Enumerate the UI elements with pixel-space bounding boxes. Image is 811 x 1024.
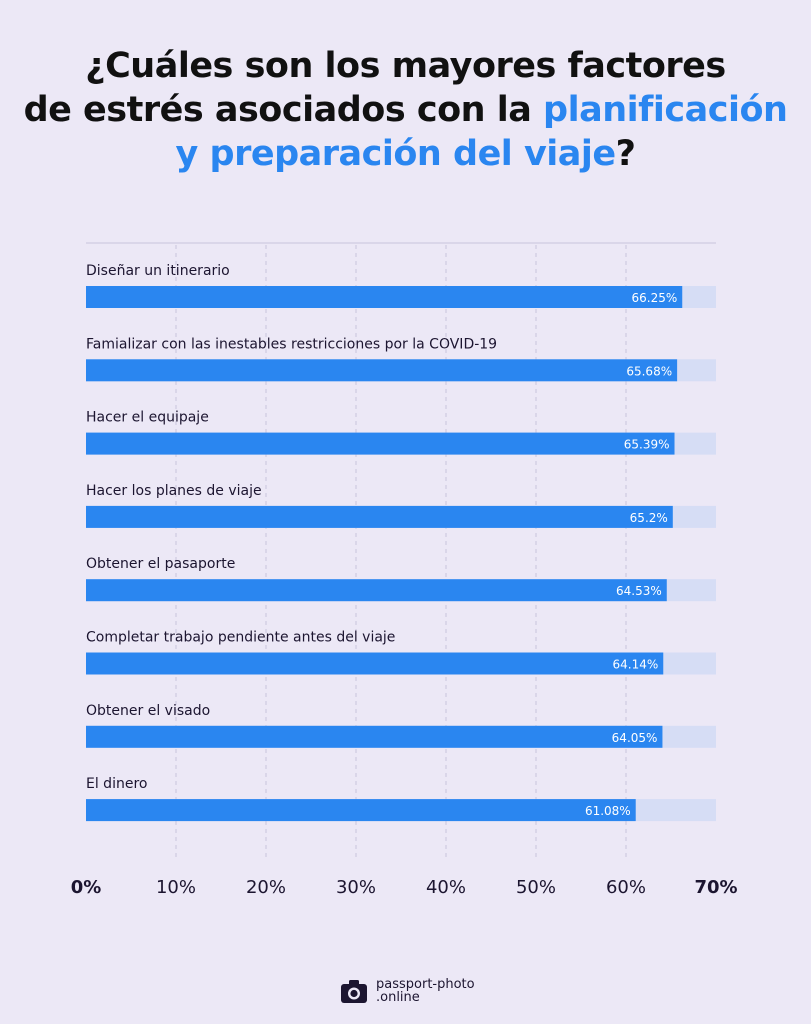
data-label: 65.68%: [626, 364, 672, 378]
bar: [86, 359, 678, 382]
bar: [86, 725, 663, 748]
x-tick-label: 30%: [336, 877, 376, 898]
brand-name-line-1: passport-photo: [376, 977, 475, 992]
bar: [86, 652, 664, 675]
bar: [86, 799, 636, 822]
category-label: Obtener el visado: [86, 703, 210, 719]
title-line-3: y preparación del viaje?: [0, 132, 811, 176]
x-tick-label: 20%: [246, 877, 286, 898]
data-label: 64.05%: [612, 731, 658, 745]
data-label: 66.25%: [631, 291, 677, 305]
title-line-2-plain: de estrés asociados con la: [23, 90, 544, 130]
bar-chart: 0% 10% 20% 30% 40% 50% 60% 70% Diseñar un itiner…: [71, 242, 738, 898]
data-label: 64.53%: [616, 584, 662, 598]
brand-name-line-2: .online: [376, 990, 420, 1005]
chart-title: ¿Cuáles son los mayores factores de estr…: [0, 44, 811, 176]
bar: [86, 432, 675, 455]
bar: [86, 286, 683, 308]
category-label: El dinero: [86, 776, 147, 792]
x-tick-label: 40%: [426, 877, 466, 898]
title-line-2: de estrés asociados con la planificación: [0, 88, 811, 132]
category-label: Famializar con las inestables restriccio…: [86, 336, 497, 352]
brand-name: passport-photo .online: [376, 978, 475, 1004]
category-label: Hacer el equipaje: [86, 410, 209, 426]
x-tick-label: 0%: [71, 877, 102, 898]
data-label: 65.2%: [630, 511, 668, 525]
title-line-1: ¿Cuáles son los mayores factores: [85, 46, 726, 86]
data-label: 65.39%: [624, 438, 670, 452]
x-tick-label: 10%: [156, 877, 196, 898]
title-line-2-highlight: planificación: [543, 90, 788, 130]
x-tick-label: 70%: [694, 877, 737, 898]
bar: [86, 579, 667, 602]
x-tick-label: 60%: [606, 877, 646, 898]
category-label: Diseñar un itinerario: [86, 263, 230, 279]
bar: [86, 505, 673, 528]
camera-icon: [341, 980, 367, 1003]
x-tick-label: 50%: [516, 877, 556, 898]
category-label: Completar trabajo pendiente antes del vi…: [86, 630, 395, 646]
data-label: 64.14%: [612, 658, 658, 672]
category-label: Obtener el pasaporte: [86, 556, 235, 572]
data-label: 61.08%: [585, 804, 631, 818]
title-line-3-highlight: y preparación del viaje: [175, 134, 617, 174]
category-label: Hacer los planes de viaje: [86, 483, 262, 499]
brand-logo: passport-photo .online: [340, 976, 475, 1006]
title-line-3-plain: ?: [615, 134, 636, 174]
